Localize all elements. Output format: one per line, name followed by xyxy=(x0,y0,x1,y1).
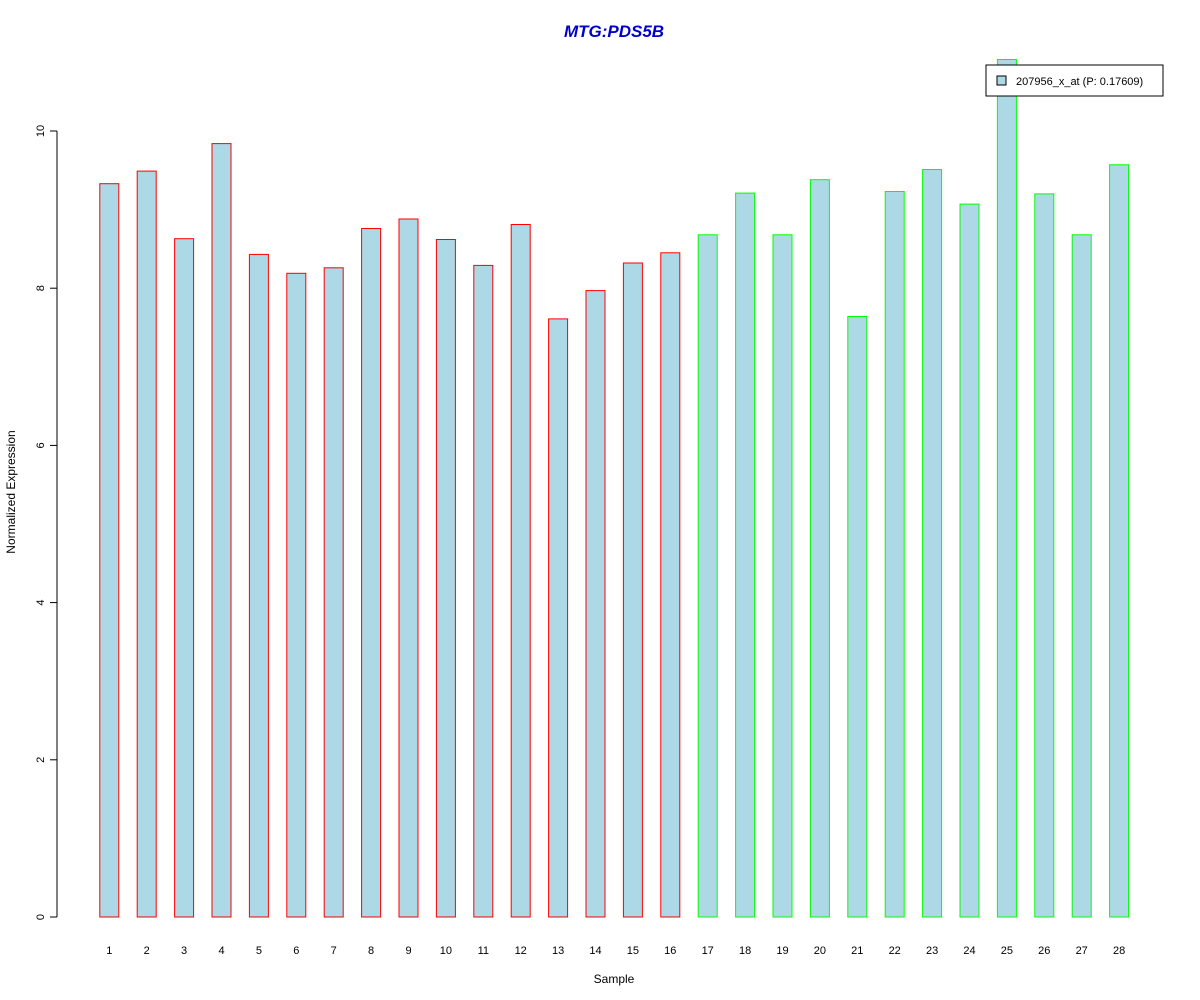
bar xyxy=(772,234,793,918)
x-tick-label: 23 xyxy=(926,945,938,957)
bar xyxy=(1109,164,1130,918)
bar xyxy=(1034,193,1055,918)
x-tick-label: 12 xyxy=(515,945,527,957)
bar xyxy=(922,169,943,918)
y-tick-label: 10 xyxy=(35,125,47,137)
bar xyxy=(99,183,120,918)
x-tick-label: 8 xyxy=(368,945,374,957)
bar xyxy=(398,218,419,918)
legend-swatch xyxy=(996,75,1007,86)
x-tick-label: 24 xyxy=(963,945,975,957)
x-tick-label: 18 xyxy=(739,945,751,957)
y-tick-label: 4 xyxy=(35,600,47,606)
x-tick-label: 11 xyxy=(478,945,489,957)
y-axis-title: Normalized Expression xyxy=(4,430,18,553)
bar xyxy=(697,234,718,918)
bar xyxy=(1071,234,1092,918)
x-tick-label: 4 xyxy=(218,945,224,957)
legend-label: 207956_x_at (P: 0.17609) xyxy=(1016,76,1143,88)
x-tick-label: 20 xyxy=(814,945,826,957)
bar xyxy=(585,290,606,918)
bar xyxy=(473,264,494,918)
bar xyxy=(323,267,344,918)
bar xyxy=(136,170,157,918)
x-tick-label: 1 xyxy=(106,945,112,957)
x-tick-label: 17 xyxy=(702,945,714,957)
x-tick-label: 28 xyxy=(1113,945,1125,957)
bar xyxy=(735,192,756,918)
bar xyxy=(809,179,830,918)
bars-group xyxy=(99,59,1130,918)
x-tick-label: 13 xyxy=(552,945,564,957)
x-tick-label: 22 xyxy=(889,945,901,957)
bar xyxy=(211,143,232,918)
x-tick-label: 3 xyxy=(181,945,187,957)
bar xyxy=(959,203,980,918)
bar xyxy=(660,252,681,918)
x-tick-label: 19 xyxy=(776,945,788,957)
x-tick-label: 21 xyxy=(851,945,863,957)
bar xyxy=(248,253,269,918)
bar xyxy=(286,272,307,918)
x-tick-label: 27 xyxy=(1076,945,1088,957)
y-tick-label: 8 xyxy=(35,285,47,291)
legend-box xyxy=(985,64,1164,97)
x-tick-label: 2 xyxy=(144,945,150,957)
x-tick-label: 25 xyxy=(1001,945,1013,957)
bar xyxy=(884,191,905,918)
x-tick-label: 15 xyxy=(627,945,639,957)
x-tick-label: 16 xyxy=(664,945,676,957)
x-tick-label: 26 xyxy=(1038,945,1050,957)
x-tick-label: 7 xyxy=(331,945,337,957)
y-tick-label: 2 xyxy=(35,757,47,763)
bar xyxy=(174,238,195,918)
bar xyxy=(847,316,868,918)
x-tick-labels: 1 2 3 4 5 6 7 8 9 10 11 12 13 14 15 16 17 18 19 20 21 22 23 24 2… xyxy=(106,945,1125,957)
x-tick-label: 10 xyxy=(440,945,452,957)
x-tick-label: 14 xyxy=(589,945,601,957)
bar xyxy=(548,318,569,918)
legend: 207956_x_at (P: 0.17609) xyxy=(985,64,1164,97)
x-tick-label: 9 xyxy=(405,945,411,957)
bar xyxy=(622,262,643,918)
bar xyxy=(510,224,531,918)
chart-title: MTG:PDS5B xyxy=(564,22,664,41)
y-tick-label: 6 xyxy=(35,442,47,448)
x-tick-label: 6 xyxy=(293,945,299,957)
y-axis: 0 2 4 6 8 10 xyxy=(35,125,58,920)
bar xyxy=(435,239,456,918)
x-axis-title: Sample xyxy=(594,972,635,986)
y-tick-label: 0 xyxy=(35,914,47,920)
x-tick-label: 5 xyxy=(256,945,262,957)
bar xyxy=(361,228,382,918)
bar xyxy=(996,59,1017,918)
